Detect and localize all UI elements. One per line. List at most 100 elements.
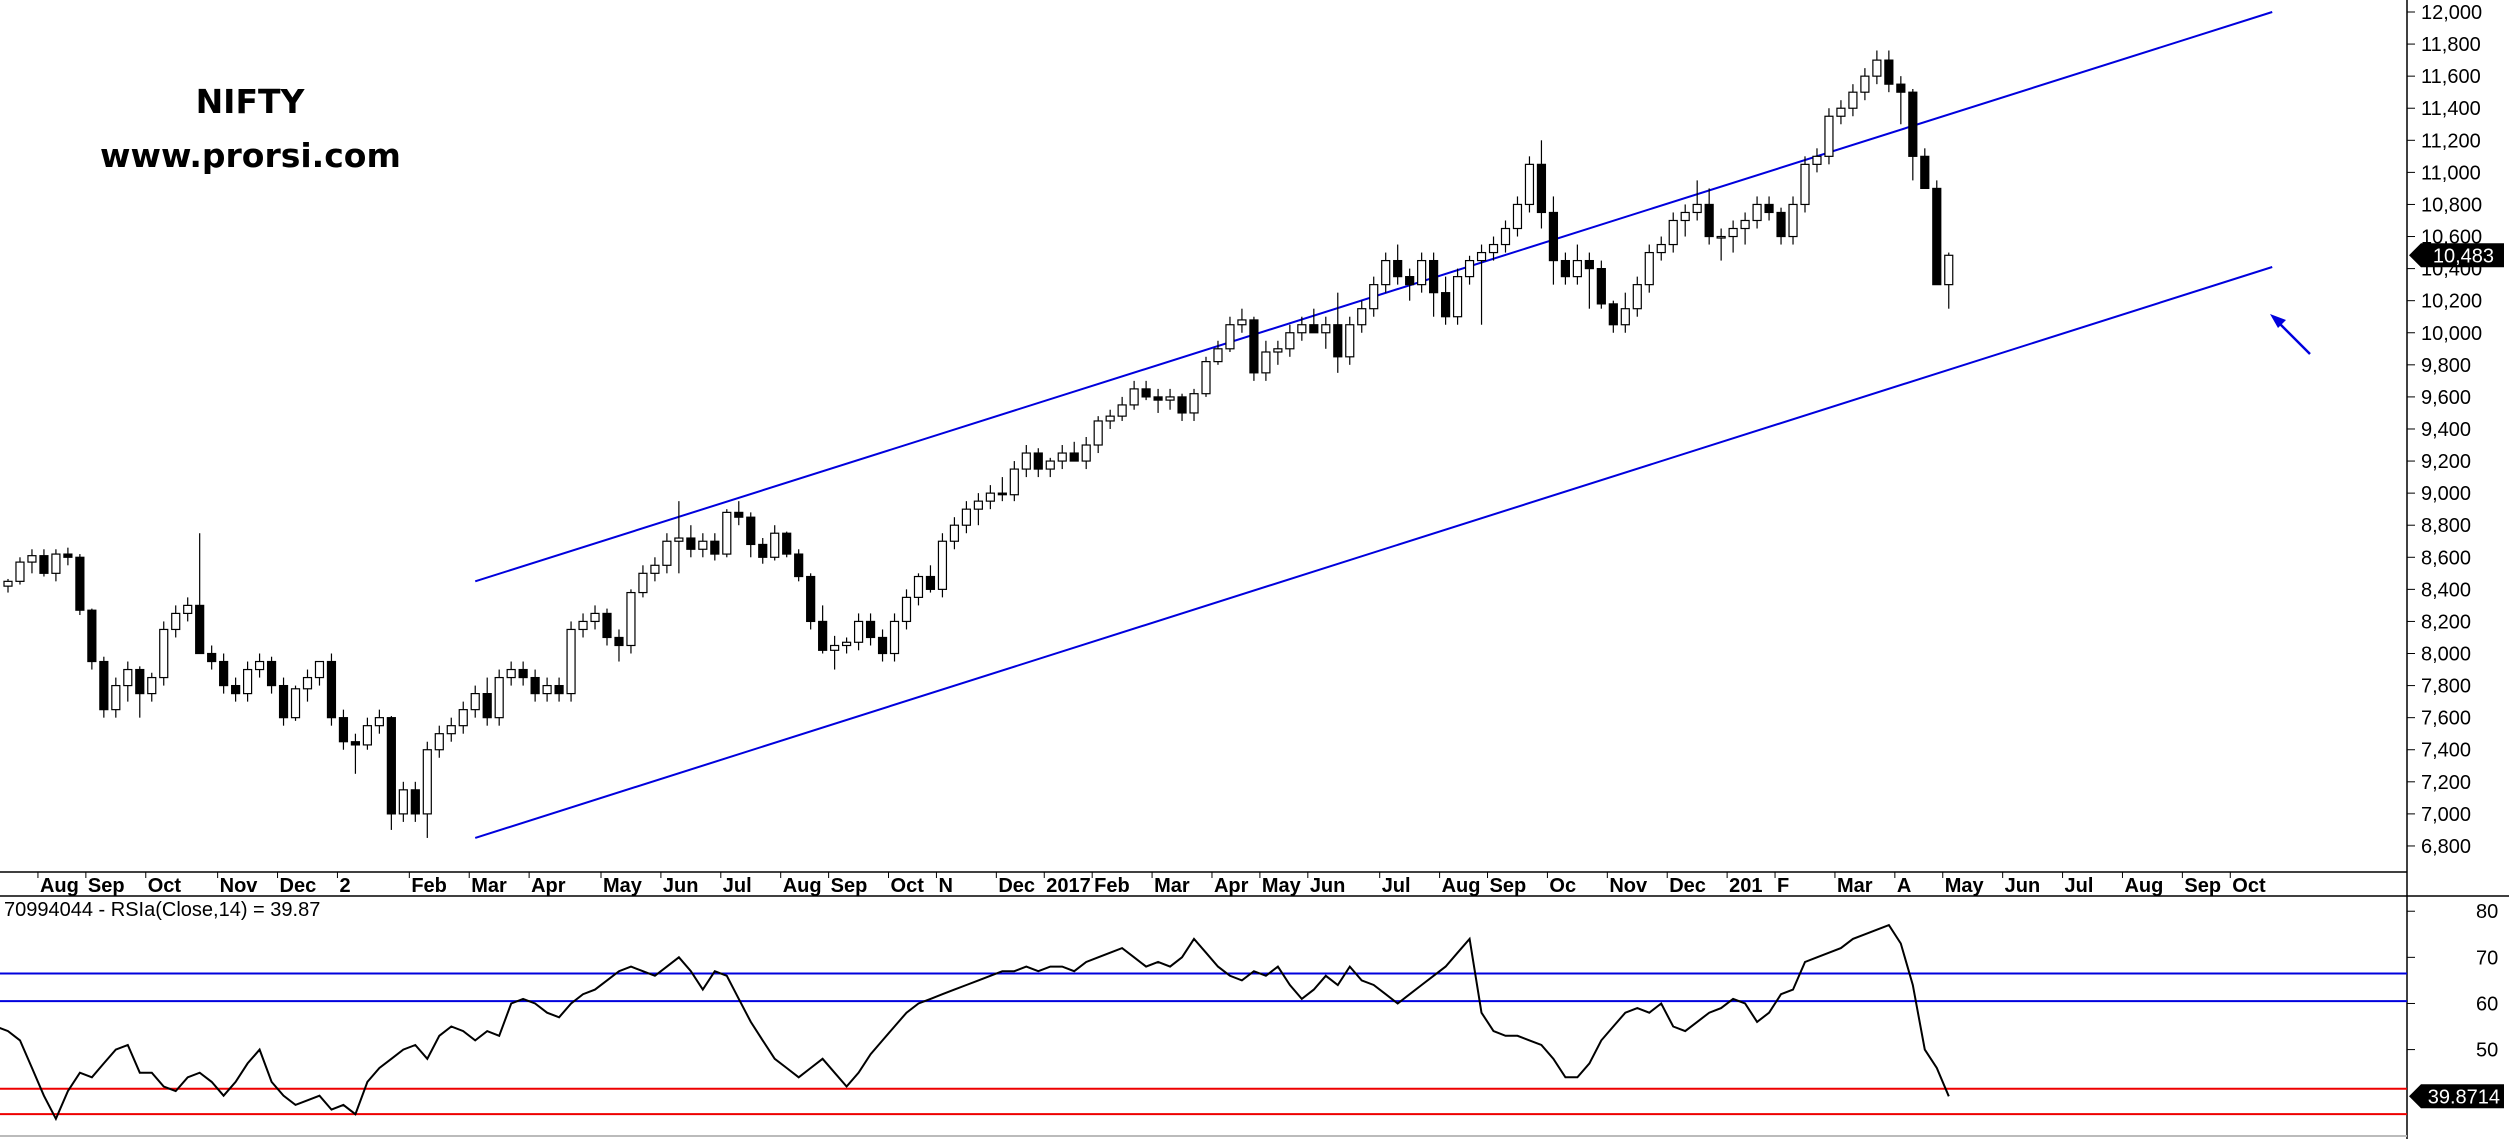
chart-subtitle: www.prorsi.com: [100, 136, 401, 175]
candle-body: [1824, 115, 1834, 157]
candle-body: [111, 684, 121, 711]
candle: [326, 653, 337, 726]
candle: [1548, 196, 1559, 285]
x-tick-label: Jul: [2065, 875, 2094, 897]
x-tick-label: Sep: [1490, 875, 1527, 897]
candle-body: [1512, 203, 1523, 230]
candle: [913, 573, 924, 606]
candle: [1812, 148, 1822, 173]
candle: [1740, 212, 1750, 245]
x-tick-label: Aug: [783, 875, 822, 897]
candle: [231, 677, 241, 702]
y-tick-label: 9,200: [2421, 451, 2471, 473]
candle-body: [1488, 243, 1499, 254]
candle-body: [770, 532, 780, 558]
candle-body: [290, 688, 301, 719]
candle: [290, 685, 301, 721]
candle: [1129, 380, 1139, 410]
candle: [722, 509, 732, 558]
candle: [15, 557, 25, 585]
candle-body: [1464, 259, 1475, 278]
candle-body: [254, 660, 265, 671]
candle-body: [446, 725, 456, 735]
y-tick-label: 12,000: [2421, 2, 2482, 24]
candle: [985, 485, 995, 510]
candle: [1057, 445, 1067, 470]
candle: [710, 533, 720, 561]
x-tick-label: Mar: [1837, 875, 1873, 897]
candle: [338, 709, 349, 750]
y-tick-label: 10,800: [2421, 194, 2482, 216]
candle-body: [147, 676, 157, 695]
candle: [1536, 140, 1547, 229]
candle: [1417, 252, 1427, 293]
candle: [386, 716, 396, 830]
candle: [278, 677, 289, 726]
candle: [806, 573, 816, 630]
y-tick-label: 9,800: [2421, 355, 2471, 377]
x-tick-label: Jun: [2005, 875, 2041, 897]
candle: [482, 677, 492, 726]
candle: [458, 701, 468, 734]
candle-body: [674, 537, 684, 542]
x-tick-label: May: [603, 875, 643, 897]
candle-body: [1740, 219, 1750, 230]
candle-body: [1213, 348, 1223, 363]
candle: [1500, 220, 1511, 253]
candle: [1189, 388, 1199, 421]
candle: [1776, 207, 1786, 245]
candle: [1884, 50, 1894, 93]
candle: [889, 613, 900, 662]
candle-body: [818, 620, 828, 651]
candle-body: [1704, 203, 1714, 238]
candle-body: [1644, 251, 1654, 286]
candle-body: [350, 741, 361, 746]
candle: [1141, 380, 1151, 401]
candle-body: [638, 572, 648, 594]
candle-body: [123, 668, 133, 687]
candle-body: [266, 660, 277, 687]
x-tick-label: May: [1262, 875, 1302, 897]
candle-body: [51, 553, 61, 574]
candle-body: [1572, 259, 1582, 278]
y-tick-label: 11,400: [2421, 98, 2481, 120]
candle: [1249, 316, 1259, 381]
candle-body: [326, 660, 337, 719]
rsi-y-tick-label: 60: [2476, 993, 2498, 1015]
x-tick-label: 2017: [1046, 875, 1091, 897]
candle-body: [15, 561, 25, 582]
candle: [973, 493, 983, 526]
candle: [266, 656, 277, 694]
y-tick-label: 8,600: [2421, 547, 2471, 569]
candle-body: [1620, 308, 1630, 326]
candle: [662, 533, 672, 574]
y-tick-label: 8,200: [2421, 611, 2471, 633]
y-tick-label: 7,200: [2421, 772, 2471, 794]
x-tick-label: A: [1897, 875, 1911, 897]
candle: [1153, 388, 1163, 413]
candle-body: [602, 612, 612, 639]
candle-body: [865, 620, 876, 639]
y-tick-label: 8,800: [2421, 515, 2471, 537]
candle-body: [1357, 308, 1367, 326]
x-tick-label: Aug: [1442, 875, 1481, 897]
rsi-y-tick-label: 80: [2476, 901, 2498, 923]
candle-body: [841, 641, 852, 647]
candle-body: [1141, 388, 1151, 398]
candle-body: [1884, 59, 1894, 85]
candle-body: [410, 789, 420, 815]
candle: [159, 621, 169, 686]
x-tick-label: Sep: [88, 875, 125, 897]
candle: [841, 637, 852, 654]
candle: [1357, 300, 1367, 333]
candle-body: [63, 553, 73, 558]
y-tick-label: 7,600: [2421, 708, 2471, 730]
candle-body: [1752, 203, 1762, 222]
y-tick-label: 7,800: [2421, 676, 2471, 698]
x-tick-label: N: [938, 875, 952, 897]
candle-body: [530, 676, 540, 695]
last-price-tag: [2409, 243, 2504, 268]
x-tick-label: Jun: [663, 875, 699, 897]
x-tick-label: Dec: [998, 875, 1035, 897]
